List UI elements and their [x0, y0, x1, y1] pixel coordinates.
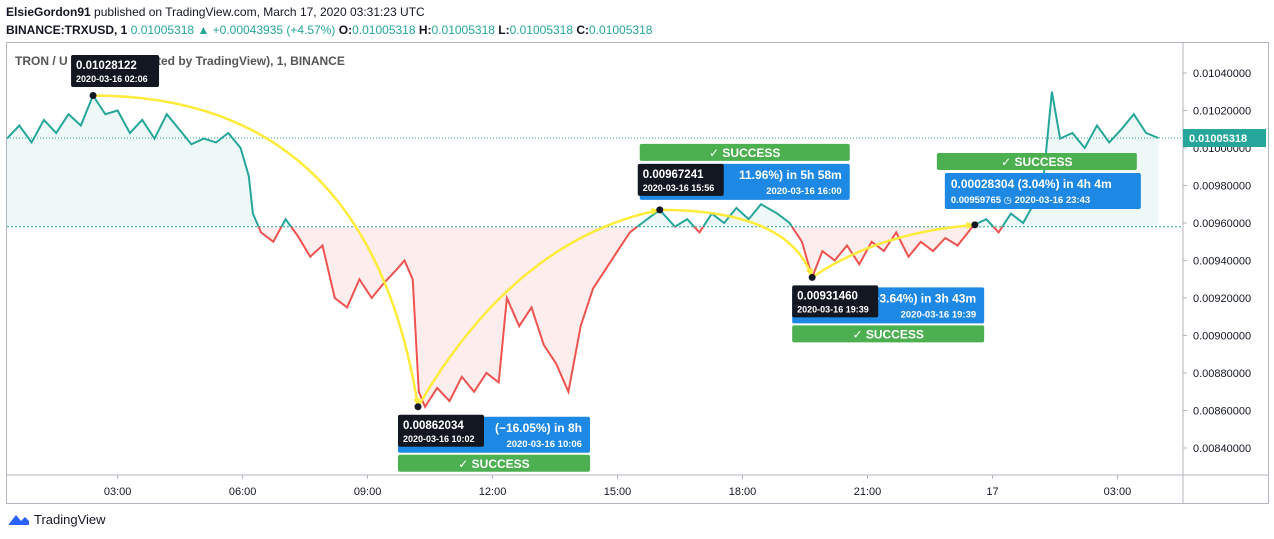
annotation-price: 0.00967241 — [643, 169, 704, 181]
price-line-down — [257, 226, 1004, 409]
tradingview-footer: TradingView — [8, 512, 106, 529]
annotation-stats-text: (−16.05%) in 8h — [495, 421, 582, 435]
footer-brand[interactable]: TradingView — [34, 512, 106, 527]
open-value: 0.01005318 — [352, 23, 416, 37]
annotation-time: 2020-03-16 19:39 — [797, 304, 869, 314]
low-label: L: — [498, 23, 510, 37]
price-chart[interactable]: TRON / U lated by TradingView), 1, BINANC… — [7, 43, 1268, 503]
annotation-price: 0.00931460 — [797, 290, 858, 302]
high-value: 0.01005318 — [431, 23, 495, 37]
connector-curve — [811, 223, 975, 279]
annotation-price: 0.01028122 — [76, 60, 137, 72]
annotation-price-box — [397, 414, 484, 447]
open-label: O: — [338, 23, 353, 37]
connector-curve — [93, 94, 420, 407]
success-badge-label: ✓ SUCCESS — [709, 146, 780, 160]
annotation-time: 2020-03-16 15:56 — [643, 183, 715, 193]
annotation-stats-text: 11.96%) in 5h 58m — [739, 168, 842, 182]
annotation-point — [414, 403, 422, 411]
y-tick-label: 0.00920000 — [1193, 293, 1251, 305]
annotation-point — [89, 92, 97, 99]
annotation-price-box — [637, 163, 724, 196]
y-tick-label: 0.01040000 — [1193, 68, 1251, 80]
y-tick-label: 0.00860000 — [1193, 406, 1251, 418]
success-badge-label: ✓ SUCCESS — [458, 457, 529, 471]
x-tick-label: 21:00 — [854, 486, 882, 498]
x-tick-label: 17 — [986, 486, 998, 498]
x-tick-label: 15:00 — [604, 486, 632, 498]
chart-area[interactable]: TRON / U lated by TradingView), 1, BINANC… — [6, 42, 1269, 504]
x-tick-label: 09:00 — [354, 486, 382, 498]
x-tick-label: 12:00 — [479, 486, 507, 498]
y-tick-label: 0.00880000 — [1193, 368, 1251, 380]
price-line-up — [7, 91, 1159, 227]
tradingview-logo-icon — [8, 512, 30, 529]
success-badge — [639, 143, 850, 161]
y-tick-label: 0.00900000 — [1193, 331, 1251, 343]
connector-arrowhead — [966, 222, 975, 230]
close-label: C: — [576, 23, 590, 37]
annotation-point — [971, 221, 979, 229]
annotation-price-box — [71, 55, 160, 87]
area-fill-below — [7, 226, 1159, 407]
annotation-point — [656, 206, 664, 214]
area-fill-above — [7, 91, 1159, 227]
x-tick-label: 06:00 — [229, 486, 257, 498]
y-tick-label: 0.00840000 — [1193, 443, 1251, 455]
success-badge-label: ✓ SUCCESS — [852, 327, 923, 341]
connector-curve — [416, 208, 660, 408]
annotation-stats-time: 2020-03-16 16:00 — [766, 186, 842, 197]
annotation-point — [808, 273, 816, 281]
connector-curve — [659, 208, 814, 278]
chart-legend-title: TRON / U — [15, 54, 68, 68]
annotation-time: 2020-03-16 02:06 — [76, 74, 148, 84]
success-badge — [397, 454, 590, 472]
annotation-price-box — [792, 285, 879, 318]
publish-line: ElsieGordon91 published on TradingView.c… — [6, 5, 425, 19]
current-price: 0.01005318 — [130, 23, 195, 37]
y-tick-label: 0.01020000 — [1193, 106, 1251, 118]
annotation-price: 0.00862034 — [403, 420, 464, 432]
publish-info: published on TradingView.com, March 17, … — [94, 5, 425, 19]
success-badge — [936, 153, 1137, 170]
low-value: 0.01005318 — [509, 23, 574, 37]
success-badge-label: ✓ SUCCESS — [1001, 155, 1072, 169]
x-tick-label: 03:00 — [104, 486, 132, 498]
last-price-badge — [1183, 129, 1266, 148]
y-tick-label: 0.00960000 — [1193, 218, 1251, 230]
annotation-stats-text: 0.00028304 (3.04%) in 4h 4m — [951, 177, 1112, 191]
chart-legend-tail: lated by TradingView), 1, BINANCE — [147, 54, 345, 68]
ohlc-line: BINANCE:TRXUSD, 1 0.01005318 ▲ +0.000439… — [6, 23, 652, 37]
annotation-stats-box — [944, 173, 1141, 209]
high-label: H: — [418, 23, 432, 37]
author-name[interactable]: ElsieGordon91 — [6, 5, 91, 19]
annotation-stats-text: (−3.64%) in 3h 43m — [868, 291, 976, 305]
success-badge — [792, 325, 985, 343]
annotation-stats-time: 2020-03-16 10:06 — [506, 439, 582, 450]
annotation-stats-time: 0.00959765 ◷ 2020-03-16 23:43 — [951, 195, 1090, 206]
close-value: 0.01005318 — [589, 23, 653, 37]
annotation-stats-time: 2020-03-16 19:39 — [901, 309, 977, 320]
annotation-time: 2020-03-16 10:02 — [403, 434, 475, 444]
last-price-label: 0.01005318 — [1189, 133, 1247, 145]
x-tick-label: 03:00 — [1104, 486, 1132, 498]
symbol-label: BINANCE:TRXUSD, 1 — [6, 23, 128, 37]
x-tick-label: 18:00 — [729, 486, 757, 498]
y-tick-label: 0.00980000 — [1193, 181, 1251, 193]
price-change: ▲ +0.00043935 (+4.57%) — [197, 23, 336, 37]
y-tick-label: 0.00940000 — [1193, 256, 1251, 268]
